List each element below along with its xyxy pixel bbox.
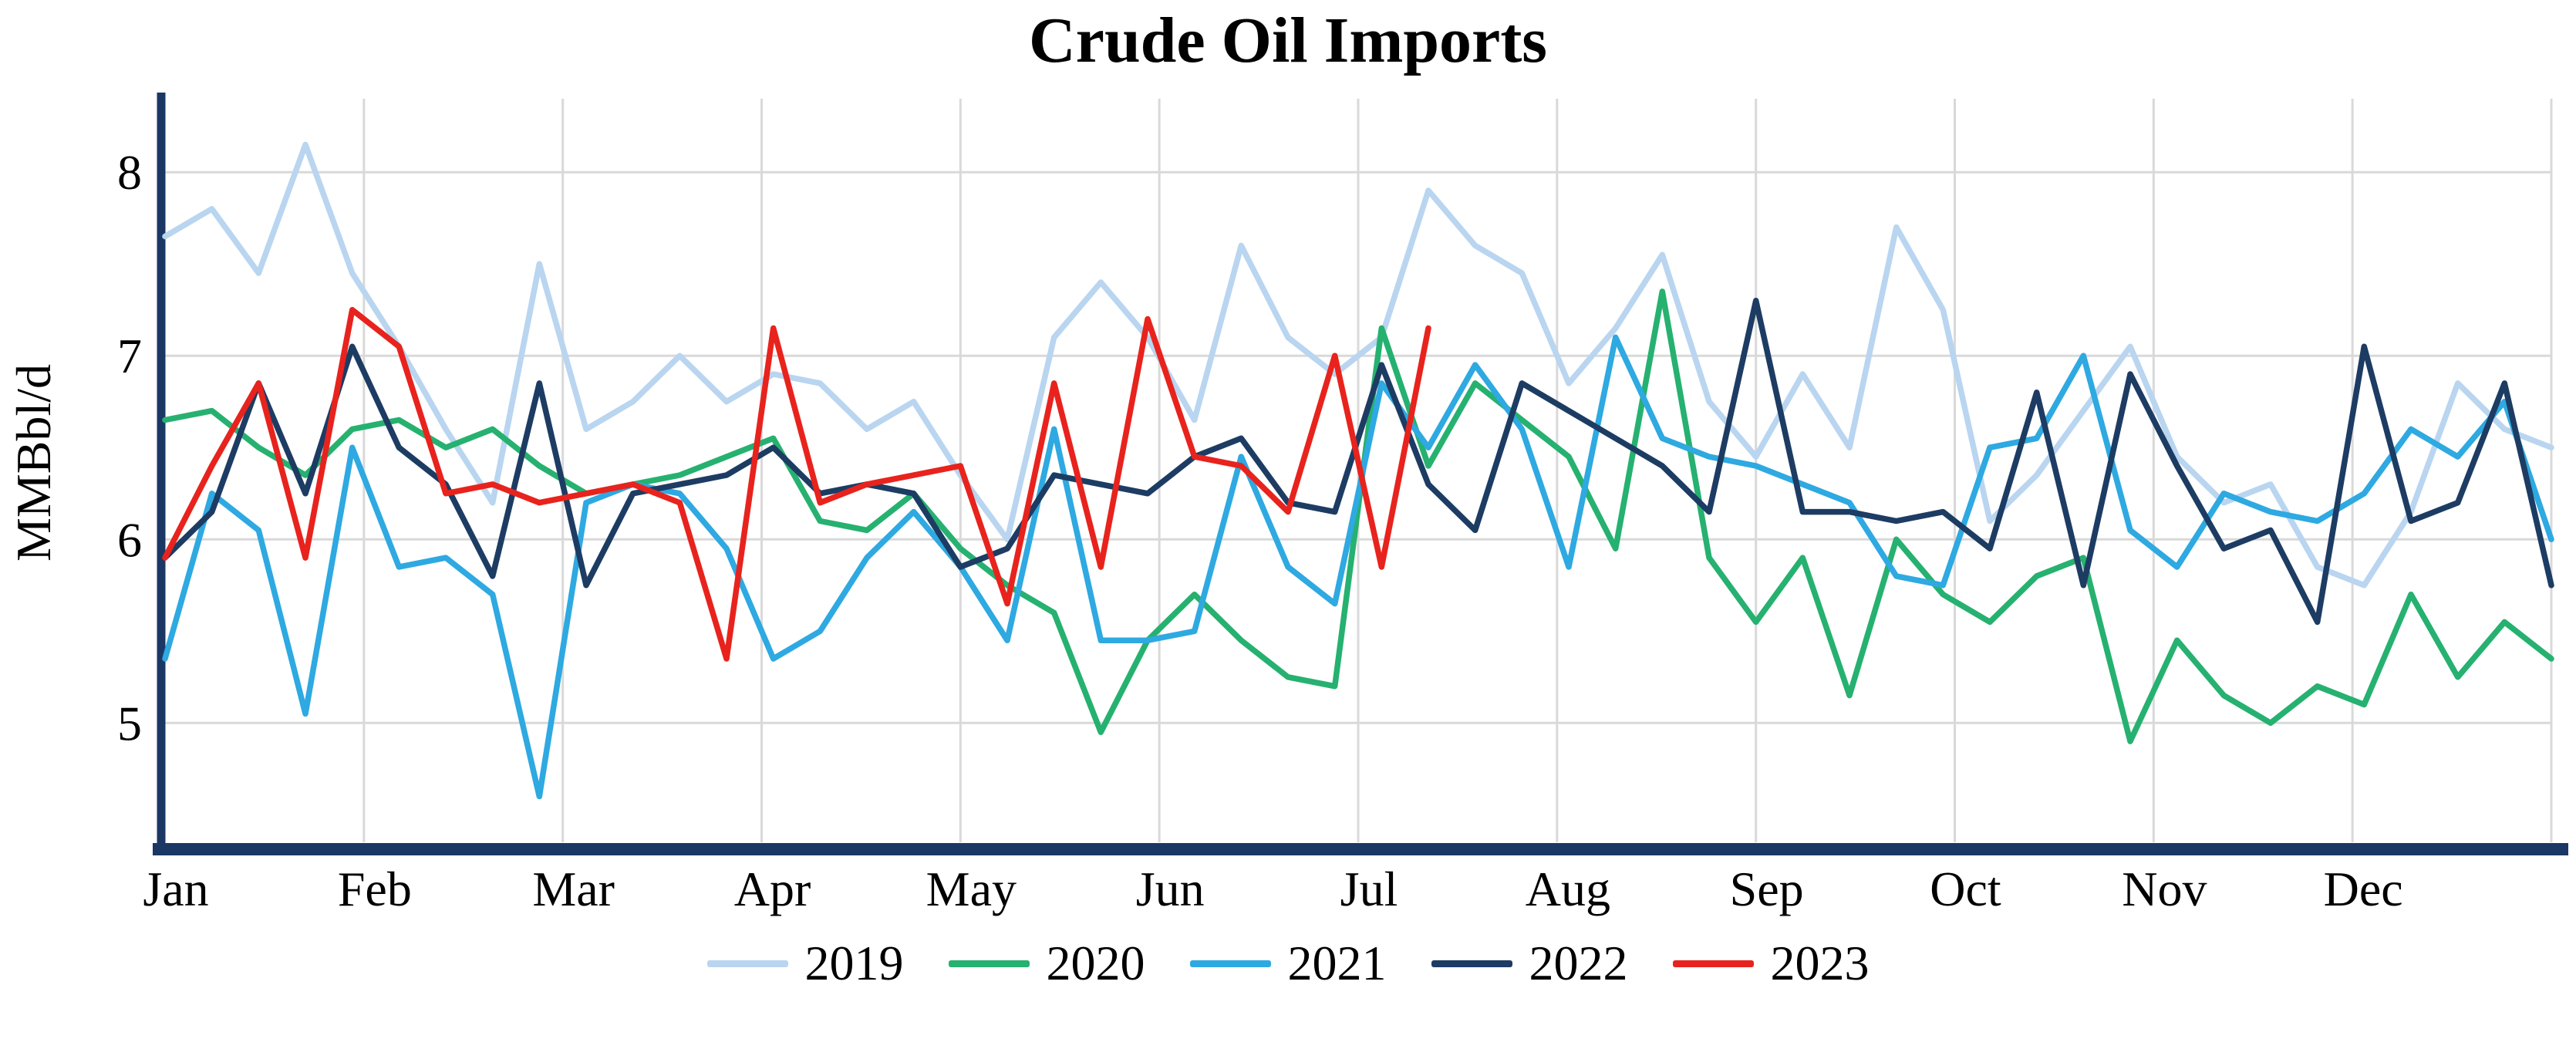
legend-label: 2022 (1529, 936, 1628, 990)
x-tick-label: Jun (1136, 862, 1205, 916)
legend-label: 2019 (804, 936, 904, 990)
legend-swatch-2019 (706, 960, 788, 967)
legend-item-2020: 2020 (948, 935, 1145, 992)
x-tick-label: Nov (2122, 862, 2207, 916)
legend-swatch-2022 (1431, 960, 1512, 967)
x-tick-label: Aug (1526, 862, 1610, 916)
x-tick-label: Jan (143, 862, 208, 916)
legend-label: 2023 (1770, 936, 1870, 990)
y-tick-label: 8 (117, 145, 142, 200)
legend-item-2023: 2023 (1672, 935, 1870, 992)
x-tick-label: Sep (1730, 862, 1804, 916)
x-tick-label: Feb (338, 862, 412, 916)
x-tick-label: Mar (532, 862, 615, 916)
legend-label: 2020 (1046, 936, 1145, 990)
legend-swatch-2020 (948, 960, 1030, 967)
series-line-2021 (162, 334, 2554, 800)
legend-item-2019: 2019 (706, 935, 904, 992)
y-tick-label: 5 (117, 696, 142, 750)
legend-swatch-2023 (1672, 960, 1754, 967)
y-tick-label: 6 (117, 512, 142, 567)
series-line-2023 (162, 306, 1431, 662)
x-tick-label: Jul (1340, 862, 1398, 916)
y-tick-label: 7 (117, 329, 142, 383)
series-line-2022 (162, 298, 2554, 626)
x-tick-label: May (926, 862, 1017, 916)
series-line-2019 (162, 141, 2554, 589)
legend: 2019 2020 2021 2022 2023 (0, 935, 2576, 992)
legend-item-2022: 2022 (1431, 935, 1628, 992)
legend-swatch-2021 (1189, 960, 1271, 967)
legend-label: 2021 (1287, 936, 1387, 990)
chart-title: Crude Oil Imports (1029, 5, 1547, 76)
x-tick-label: Oct (1930, 862, 2001, 916)
legend-item-2021: 2021 (1189, 935, 1387, 992)
x-tick-label: Dec (2324, 862, 2403, 916)
x-tick-label: Apr (734, 862, 811, 916)
